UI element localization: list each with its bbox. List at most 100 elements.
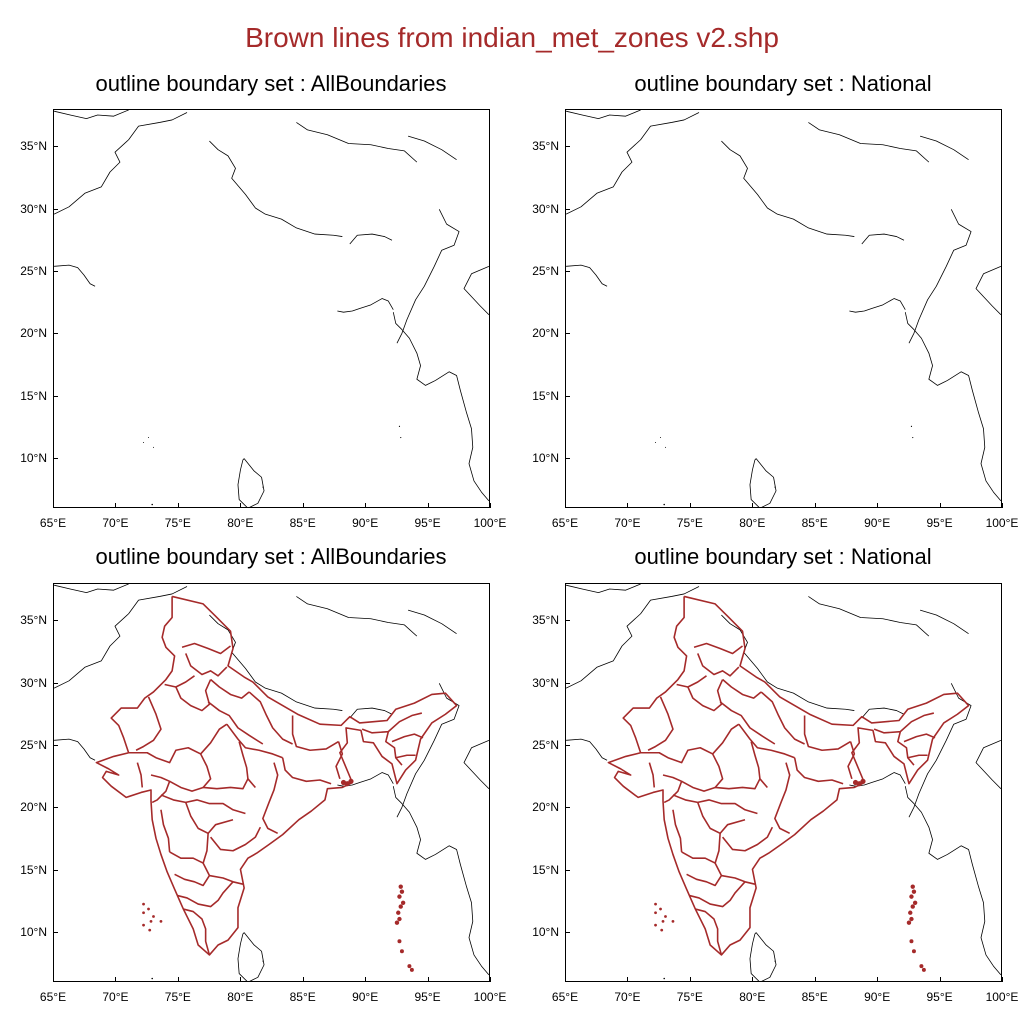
- figure-title: Brown lines from indian_met_zones v2.shp: [245, 22, 779, 53]
- longitude-tick: [1002, 503, 1003, 508]
- lakshadweep-island-mark: [148, 928, 152, 932]
- outline-boundary-line: [849, 298, 906, 313]
- longitude-tick: [689, 503, 691, 508]
- nicobar-island-mark: [397, 939, 402, 944]
- met-zone-boundary-line: [897, 731, 915, 766]
- outline-boundary-line: [407, 135, 457, 160]
- outline-boundary-line: [566, 112, 700, 215]
- andaman-island-mark: [912, 900, 918, 905]
- andaman-island-mark: [909, 916, 914, 922]
- latitude-tick-label: 35°N: [20, 613, 47, 628]
- met-zone-boundary-line: [793, 757, 844, 785]
- outline-boundary-line: [349, 233, 393, 245]
- met-zone-boundary-line: [719, 701, 776, 745]
- longitude-tick-label: 90°E: [864, 516, 891, 530]
- panel-4-title: outline boundary set : National: [634, 544, 932, 569]
- andaman-island-mark: [399, 889, 405, 894]
- longitude-tick-label: 80°E: [739, 516, 766, 530]
- longitude-tick: [627, 503, 629, 508]
- outline-boundary-line: [54, 584, 129, 594]
- outline-boundary-line: [975, 739, 1001, 789]
- met-zone-boundary-line: [169, 851, 204, 864]
- andaman-island-mark: [396, 910, 401, 915]
- met-zone-boundary-line: [696, 802, 746, 835]
- outline-boundary-line: [808, 596, 930, 637]
- met-zone-boundary-line: [160, 809, 171, 853]
- latitude-tick: [53, 271, 58, 273]
- maldives-island-mark: [151, 977, 153, 980]
- outline-boundary-line: [566, 264, 608, 287]
- met-zone-boundary-line: [695, 908, 723, 956]
- latitude-tick: [565, 333, 570, 335]
- nicobar-island-mark: [919, 964, 924, 969]
- outline-boundary-line: [463, 739, 489, 789]
- longitude-tick-label: 75°E: [676, 990, 703, 1004]
- longitude-tick: [427, 977, 429, 982]
- latitude-tick: [565, 807, 570, 809]
- longitude-tick: [177, 503, 179, 508]
- latitude-tick: [53, 146, 58, 148]
- longitude-tick: [490, 977, 491, 982]
- outline-boundary-line: [908, 683, 972, 818]
- lakshadweep-island-mark: [152, 915, 155, 918]
- longitude-tick: [240, 977, 242, 982]
- nicobar-island-mark: [399, 949, 404, 954]
- met-zone-boundary-line: [150, 774, 171, 804]
- lakshadweep-island-mark: [142, 923, 145, 927]
- andaman-island-mark: [911, 889, 917, 894]
- longitude-tick-label: 90°E: [864, 990, 891, 1004]
- lakshadweep-island-mark: [660, 928, 664, 932]
- longitude-tick: [53, 977, 54, 982]
- lakshadweep-island-mark: [143, 442, 145, 444]
- met-zone-boundary-line: [750, 741, 768, 788]
- andaman-island-mark: [912, 436, 914, 439]
- longitude-tick: [752, 977, 754, 982]
- longitude-tick: [490, 503, 491, 508]
- longitude-tick: [565, 977, 566, 982]
- latitude-tick-label: 15°N: [532, 388, 559, 403]
- longitude-tick: [939, 503, 941, 508]
- panel-1-map: [53, 109, 490, 508]
- latitude-tick: [565, 208, 570, 210]
- met-zone-boundary-line: [169, 778, 249, 792]
- longitude-tick: [427, 503, 429, 508]
- longitude-tick: [565, 503, 566, 508]
- lakshadweep-island-mark: [147, 907, 150, 911]
- outline-boundary-line: [392, 786, 489, 976]
- met-zone-boundary-line: [160, 794, 246, 815]
- met-zone-boundary-line: [262, 762, 279, 835]
- latitude-tick: [53, 869, 58, 871]
- latitude-tick-label: 35°N: [532, 139, 559, 154]
- longitude-tick: [1002, 977, 1003, 982]
- longitude-tick: [115, 977, 117, 982]
- longitude-tick: [877, 503, 879, 508]
- met-zone-boundary-line: [696, 653, 740, 677]
- longitude-tick-label: 95°E: [414, 990, 441, 1004]
- lakshadweep-island-mark: [654, 923, 657, 927]
- longitude-tick-label: 100°E: [473, 516, 507, 530]
- latitude-tick-label: 10°N: [532, 451, 559, 466]
- outline-boundary-line: [749, 458, 777, 507]
- lakshadweep-island-mark: [148, 437, 150, 439]
- met-zone-boundary-line: [136, 762, 144, 788]
- latitude-tick-label: 15°N: [20, 862, 47, 877]
- met-zone-boundary-line: [248, 691, 293, 745]
- lakshadweep-island-mark: [142, 902, 145, 906]
- andaman-island-mark: [908, 910, 913, 915]
- latitude-tick: [565, 869, 570, 871]
- met-zone-boundary-line: [607, 595, 970, 956]
- met-zone-boundary-line: [391, 733, 424, 743]
- met-zone-boundary-line: [903, 733, 936, 743]
- met-zone-boundary-line: [238, 741, 256, 788]
- outline-boundary-line: [904, 786, 1001, 976]
- longitude-tick-label: 100°E: [985, 990, 1019, 1004]
- longitude-tick-label: 95°E: [926, 990, 953, 1004]
- outline-boundary-line: [349, 707, 393, 719]
- latitude-tick: [53, 395, 58, 397]
- latitude-tick-label: 30°N: [20, 675, 47, 690]
- outline-boundary-line: [566, 110, 641, 120]
- longitude-tick-label: 70°E: [614, 516, 641, 530]
- ganges-delta-mark: [860, 778, 866, 784]
- met-zone-boundary-line: [128, 723, 228, 764]
- andaman-island-mark: [906, 920, 912, 925]
